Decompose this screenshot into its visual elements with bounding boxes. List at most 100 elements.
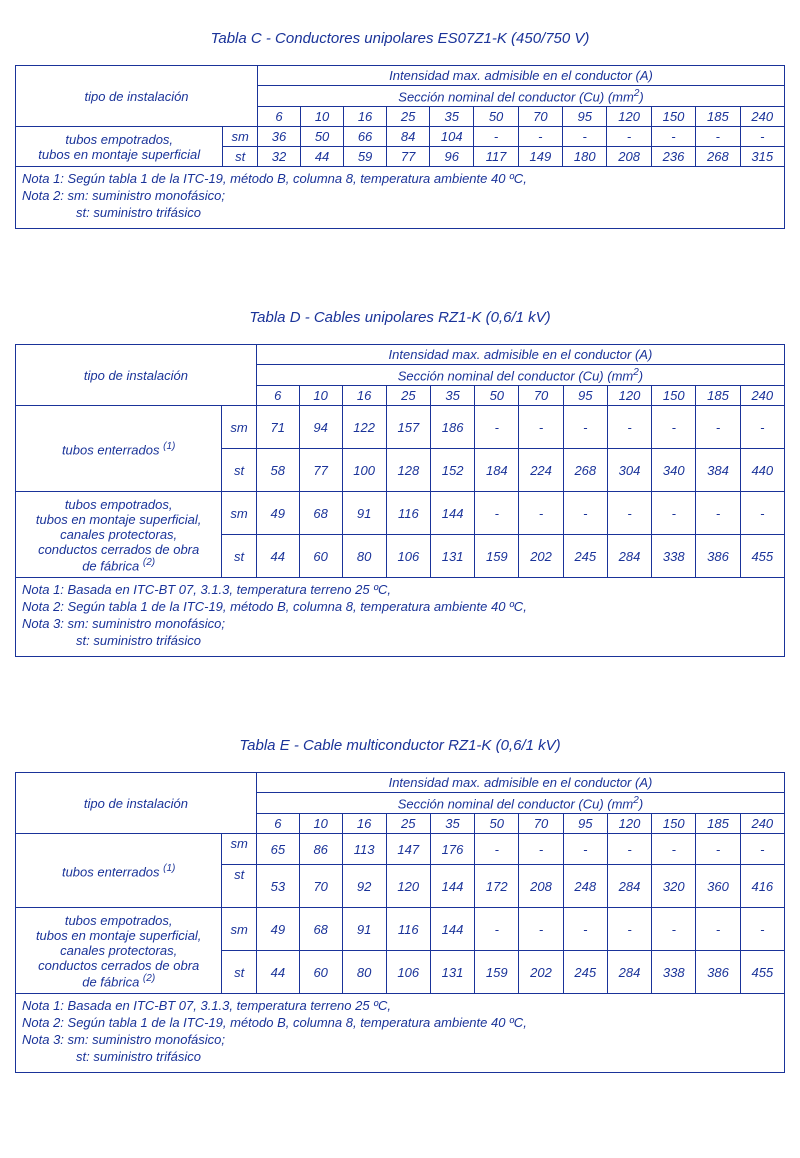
col-header: 95 (563, 107, 607, 127)
install-sup: (2) (143, 557, 155, 568)
notes: Nota 1: Basada en ITC-BT 07, 3.1.3, temp… (16, 578, 785, 657)
cell: 49 (256, 492, 299, 535)
cell: 172 (475, 865, 519, 908)
cell: 144 (430, 908, 474, 951)
cell: 149 (518, 147, 562, 167)
install-line: canales protectoras, (60, 527, 177, 542)
cell: 92 (342, 865, 386, 908)
cell: - (519, 406, 563, 449)
cell: 386 (696, 535, 740, 578)
cell: 147 (386, 834, 430, 865)
cell: - (607, 492, 651, 535)
note-line: Nota 2: sm: suministro monofásico; (22, 188, 778, 205)
cell: 320 (652, 865, 696, 908)
section-header-pre: Sección nominal del conductor (Cu) (mm (398, 796, 634, 811)
cell: 36 (258, 127, 301, 147)
cell: - (563, 908, 607, 951)
cell: 68 (299, 492, 342, 535)
col-header: 95 (563, 386, 607, 406)
cell: - (563, 834, 607, 865)
table-row: tubos empotrados, tubos en montaje super… (16, 492, 785, 535)
install-line: canales protectoras, (60, 943, 177, 958)
cell: 131 (430, 535, 474, 578)
note-line: Nota 1: Basada en ITC-BT 07, 3.1.3, temp… (22, 582, 778, 599)
type-label: st (222, 951, 257, 994)
tipo-instalacion-header: tipo de instalación (16, 772, 257, 833)
cell: 315 (740, 147, 784, 167)
cell: 157 (386, 406, 430, 449)
col-header: 120 (607, 814, 651, 834)
cell: - (475, 908, 519, 951)
table-row: tubos empotrados, tubos en montaje super… (16, 908, 785, 951)
table-e: tipo de instalación Intensidad max. admi… (15, 772, 785, 1073)
cell: 338 (652, 951, 696, 994)
cell: 128 (386, 449, 430, 492)
col-header: 150 (651, 107, 695, 127)
col-header: 6 (256, 814, 299, 834)
cell: 116 (386, 492, 430, 535)
col-header: 50 (475, 386, 519, 406)
table-row: tubos empotrados, tubos en montaje super… (16, 127, 785, 147)
cell: 68 (299, 908, 342, 951)
tipo-instalacion-header: tipo de instalación (16, 345, 257, 406)
cell: - (696, 908, 740, 951)
cell: - (475, 406, 519, 449)
col-header: 120 (607, 107, 651, 127)
install-line: tubos en montaje superficial, (36, 512, 201, 527)
col-header: 10 (301, 107, 344, 127)
note-line: Nota 3: sm: suministro monofásico; (22, 1032, 778, 1049)
cell: 50 (301, 127, 344, 147)
cell: 66 (344, 127, 387, 147)
cell: 131 (430, 951, 474, 994)
cell: - (607, 406, 651, 449)
install-label: tubos enterrados (1) (16, 834, 222, 908)
cell: 202 (519, 951, 563, 994)
table-row: tubos enterrados (1) sm 65 86 113 147 17… (16, 834, 785, 865)
section-header: Sección nominal del conductor (Cu) (mm2) (256, 792, 784, 813)
install-label: tubos empotrados, tubos en montaje super… (16, 908, 222, 994)
col-header: 185 (696, 107, 740, 127)
col-header: 25 (386, 814, 430, 834)
cell: 58 (256, 449, 299, 492)
cell: 180 (563, 147, 607, 167)
section-header-post: ) (639, 368, 643, 383)
install-line: tubos empotrados, (65, 913, 173, 928)
table-e-title: Tabla E - Cable multiconductor RZ1-K (0,… (15, 737, 785, 754)
cell: - (696, 834, 740, 865)
cell: 245 (563, 951, 607, 994)
cell: - (651, 127, 695, 147)
cell: 94 (299, 406, 342, 449)
install-sup: (2) (143, 973, 155, 984)
cell: 208 (519, 865, 563, 908)
section-header-post: ) (639, 796, 643, 811)
section-header: Sección nominal del conductor (Cu) (mm2) (258, 86, 785, 107)
cell: - (475, 492, 519, 535)
cell: - (740, 908, 784, 951)
type-label: st (222, 535, 257, 578)
table-c: tipo de instalación Intensidad max. admi… (15, 65, 785, 229)
install-line: tubos enterrados (62, 442, 163, 457)
note-line: Nota 1: Basada en ITC-BT 07, 3.1.3, temp… (22, 998, 778, 1015)
cell: - (740, 127, 784, 147)
cell: 416 (740, 865, 784, 908)
install-line: conductos cerrados de obra (38, 542, 199, 557)
cell: 386 (696, 951, 740, 994)
cell: 116 (386, 908, 430, 951)
cell: 104 (430, 127, 474, 147)
install-line: de fábrica (82, 558, 143, 573)
section-header-post: ) (639, 89, 643, 104)
cell: 340 (652, 449, 696, 492)
cell: - (519, 492, 563, 535)
col-header: 6 (256, 386, 299, 406)
col-header: 185 (696, 386, 740, 406)
type-label: sm (222, 908, 257, 951)
table-row: tubos enterrados (1) sm 71 94 122 157 18… (16, 406, 785, 449)
col-header: 70 (519, 386, 563, 406)
cell: 304 (607, 449, 651, 492)
cell: 80 (342, 535, 386, 578)
cell: 59 (344, 147, 387, 167)
cell: - (474, 127, 518, 147)
notes: Nota 1: Según tabla 1 de la ITC-19, méto… (16, 167, 785, 229)
col-header: 240 (740, 814, 784, 834)
cell: - (563, 406, 607, 449)
